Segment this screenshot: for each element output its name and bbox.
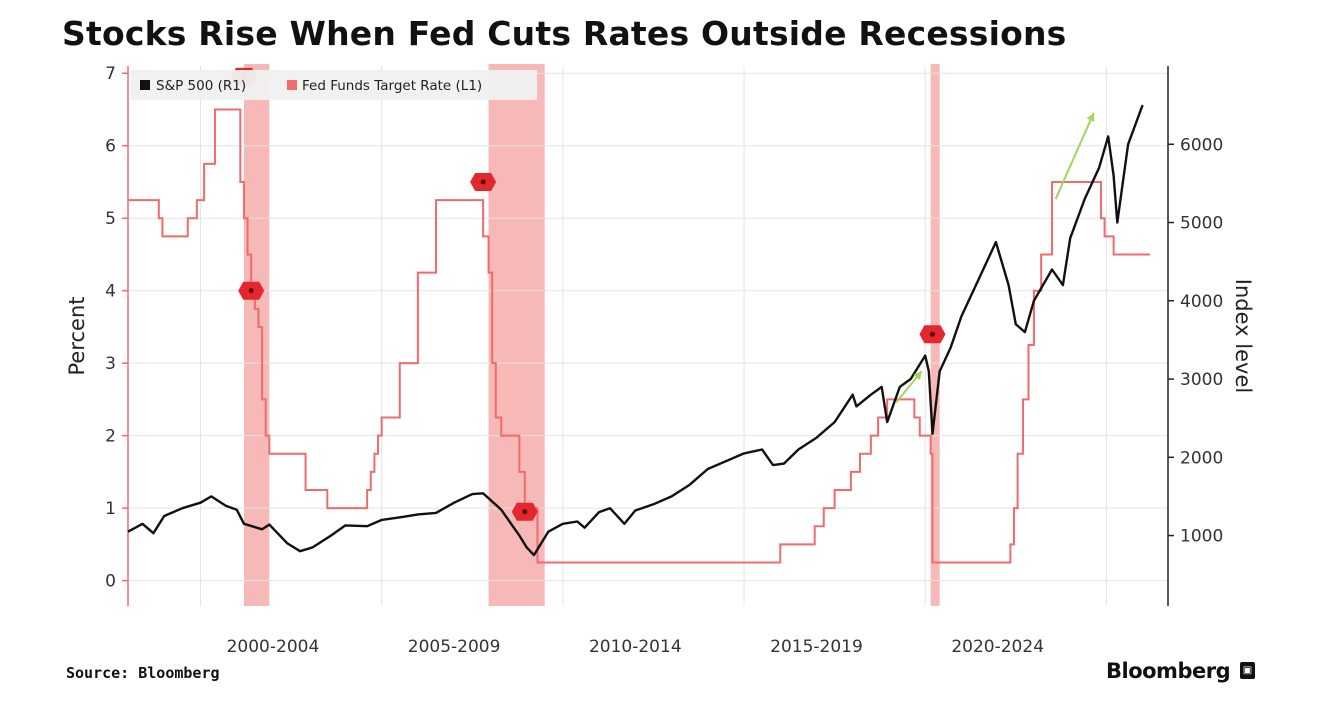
- terminal-badge-icon: ▣: [1240, 662, 1255, 679]
- right-tick-label: 3000: [1180, 370, 1223, 390]
- legend-label-sp500: S&P 500 (R1): [156, 78, 246, 94]
- source-note: Source: Bloomberg: [66, 664, 220, 682]
- legend-label-fed: Fed Funds Target Rate (L1): [302, 78, 482, 94]
- left-tick-label: 5: [105, 209, 116, 229]
- legend-swatch-sp500: [140, 80, 150, 90]
- x-tick-label: 2005-2009: [408, 637, 501, 657]
- left-axis-label: Percent: [65, 296, 89, 375]
- legend: S&P 500 (R1) Fed Funds Target Rate (L1): [131, 70, 537, 100]
- sp500-line: [127, 104, 1144, 557]
- right-tick-label: 5000: [1180, 214, 1223, 234]
- series-lines: [127, 104, 1150, 564]
- left-tick-label: 1: [105, 499, 116, 519]
- fed-funds-line: [128, 108, 1150, 564]
- axes: 0 1 2 3 4 5 6 7 2000-2004 2005-2009 2010-2014 2015-…: [65, 64, 1255, 657]
- rate-cut-marker-dot: [480, 179, 486, 185]
- x-tick-label: 2000-2004: [227, 637, 320, 657]
- right-axis-label: Index level: [1231, 279, 1255, 393]
- x-tick-label: 2010-2014: [589, 637, 682, 657]
- chart-title: Stocks Rise When Fed Cuts Rates Outside …: [62, 14, 1067, 53]
- right-tick-label: 4000: [1180, 292, 1223, 312]
- bloomberg-logo: Bloomberg: [1106, 659, 1231, 683]
- left-tick-label: 4: [105, 282, 116, 302]
- right-tick-label: 2000: [1180, 448, 1223, 468]
- right-tick-label: 6000: [1180, 135, 1223, 155]
- x-tick-label: 2015-2019: [770, 637, 863, 657]
- rate-cut-marker-dot: [522, 509, 528, 515]
- legend-box: [131, 70, 537, 100]
- left-tick-label: 7: [105, 64, 116, 84]
- right-tick-label: 1000: [1180, 527, 1223, 547]
- trend-arrow-head: [913, 371, 922, 381]
- recession-band: [243, 64, 270, 606]
- gridlines: [128, 66, 1168, 606]
- left-tick-label: 0: [105, 572, 116, 592]
- legend-swatch-fed: [287, 80, 297, 90]
- annotations: [230, 67, 1095, 521]
- left-tick-label: 3: [105, 354, 116, 374]
- left-tick-label: 6: [105, 137, 116, 157]
- x-tick-label: 2020-2024: [951, 637, 1044, 657]
- rate-cut-marker-dot: [929, 331, 935, 337]
- rate-cut-marker-dot: [248, 288, 254, 294]
- left-tick-label: 2: [105, 427, 116, 447]
- trend-arrow: [1054, 112, 1095, 200]
- trend-arrow-head: [1086, 112, 1095, 122]
